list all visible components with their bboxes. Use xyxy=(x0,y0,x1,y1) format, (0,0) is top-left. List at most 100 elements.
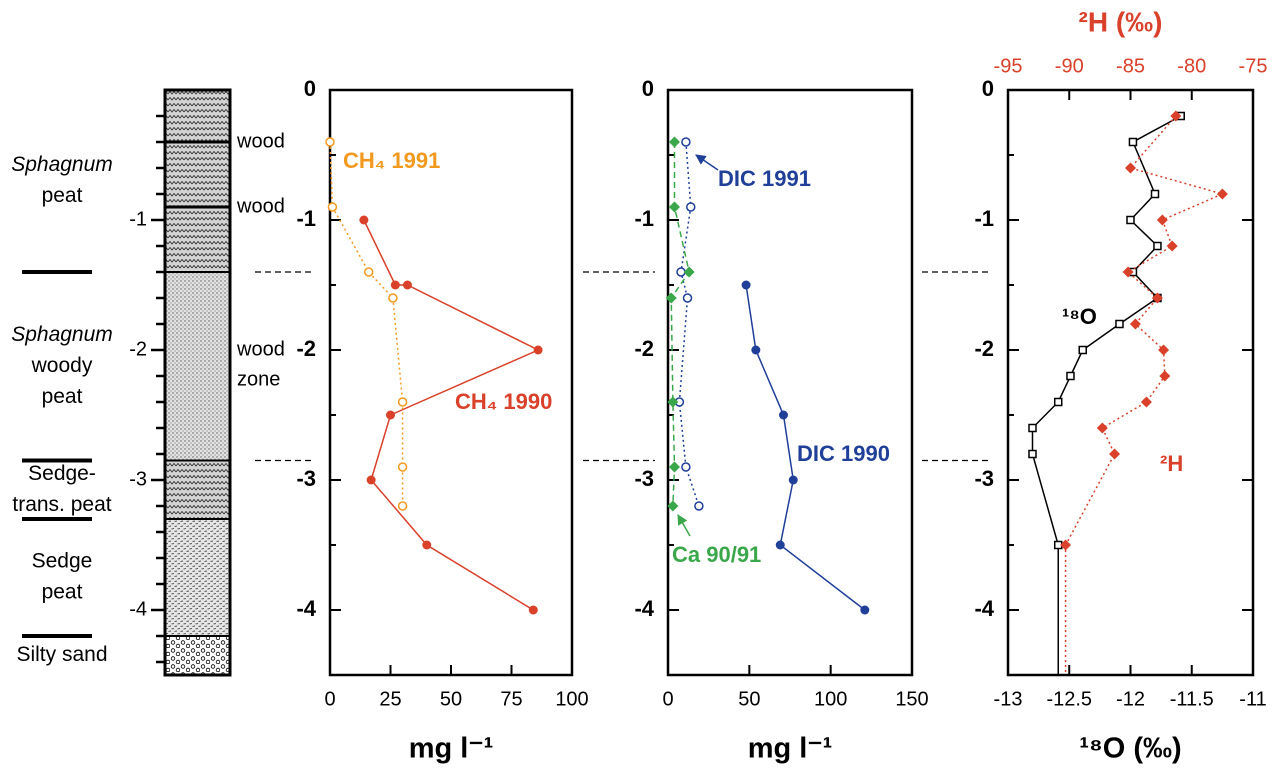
y-tick-label: -2 xyxy=(129,338,147,360)
arrow xyxy=(677,514,691,537)
x2-tick-label: -80 xyxy=(1177,55,1206,77)
point xyxy=(665,292,677,304)
x-axis-title: mg l⁻¹ xyxy=(409,733,494,765)
x-axis-title: ¹⁸O (‰) xyxy=(1079,733,1181,765)
point xyxy=(669,201,681,213)
x-tick-label: 75 xyxy=(500,688,522,710)
point xyxy=(1159,370,1171,382)
point xyxy=(682,293,693,303)
point xyxy=(386,410,395,420)
point xyxy=(683,266,695,278)
plot-frame xyxy=(328,88,574,677)
point xyxy=(533,345,543,355)
point xyxy=(1158,344,1170,356)
x-tick-label: 150 xyxy=(895,688,928,710)
point xyxy=(1060,539,1072,551)
y-tick-label: -2 xyxy=(974,336,994,361)
y-tick-label: -1 xyxy=(296,206,316,231)
point xyxy=(1028,423,1037,433)
point xyxy=(669,136,681,148)
point xyxy=(1078,345,1087,355)
series-line xyxy=(1064,115,1225,546)
x-tick-label: 25 xyxy=(379,688,401,710)
y-tick-label: -2 xyxy=(634,336,654,361)
point xyxy=(694,501,704,511)
y-tick-label: 0 xyxy=(642,76,654,101)
series-label: CH₄ 1991 xyxy=(343,148,440,173)
point xyxy=(686,202,696,212)
point xyxy=(667,396,679,408)
point xyxy=(528,605,538,615)
point xyxy=(860,605,870,615)
x2-tick-label: -90 xyxy=(1055,55,1084,77)
point xyxy=(775,540,785,550)
y-tick-label: -1 xyxy=(974,206,994,231)
series-label: CH₄ 1990 xyxy=(455,389,552,414)
series-line xyxy=(329,141,404,506)
point xyxy=(1156,214,1168,226)
layer xyxy=(164,89,231,273)
point xyxy=(778,410,788,420)
series-label: DIC 1990 xyxy=(797,441,890,466)
y-tick-label: -1 xyxy=(634,206,654,231)
column-border xyxy=(163,88,232,677)
point xyxy=(1126,215,1135,225)
series-line xyxy=(745,284,866,611)
annotation: wood xyxy=(236,195,285,217)
point xyxy=(1150,189,1160,199)
x-tick-label: -11 xyxy=(1239,688,1266,710)
x-tick-label: -12 xyxy=(1116,688,1145,710)
annotation: wood xyxy=(236,130,285,152)
x-tick-label: -11.5 xyxy=(1170,688,1214,710)
point xyxy=(741,280,751,290)
point xyxy=(388,293,398,303)
series-line xyxy=(678,141,700,507)
y-tick-label: -4 xyxy=(129,598,147,620)
point xyxy=(1151,292,1163,304)
annotation: zone xyxy=(237,368,280,390)
y-tick-label: -1 xyxy=(129,208,147,230)
point xyxy=(397,501,408,511)
point xyxy=(1166,240,1178,252)
annotation: wood xyxy=(236,338,285,360)
x-tick-label: -13 xyxy=(994,688,1023,710)
x-tick-label: -12.5 xyxy=(1046,688,1092,710)
series-label: ¹⁸O xyxy=(1062,304,1097,329)
point xyxy=(1140,396,1152,408)
x-tick-label: 100 xyxy=(814,688,847,710)
layer xyxy=(164,271,231,462)
y-tick-label: -3 xyxy=(634,466,654,491)
point xyxy=(1129,318,1141,330)
layer-label: peat xyxy=(42,184,83,207)
point xyxy=(390,280,400,290)
plot-frame xyxy=(1006,88,1255,677)
y-tick-label: -3 xyxy=(974,466,994,491)
point xyxy=(1128,137,1138,147)
point xyxy=(1066,371,1075,381)
layer xyxy=(164,459,231,520)
y-tick-label: 0 xyxy=(982,76,994,101)
point xyxy=(1122,266,1134,278)
layer-label: peat xyxy=(42,581,83,604)
arrow xyxy=(695,154,719,171)
layer xyxy=(164,518,231,637)
point xyxy=(366,475,376,485)
x-axis-title: mg l⁻¹ xyxy=(748,733,833,765)
point xyxy=(397,462,408,472)
y-tick-label: -4 xyxy=(634,596,654,621)
series-label: ²H xyxy=(1160,451,1183,476)
point xyxy=(681,137,691,147)
point xyxy=(1115,319,1124,329)
y-tick-label: -4 xyxy=(974,596,994,621)
plot-frame xyxy=(666,88,914,677)
point xyxy=(1028,449,1037,459)
point xyxy=(669,461,681,473)
point xyxy=(681,462,691,472)
point xyxy=(363,267,374,277)
point xyxy=(359,215,369,225)
point xyxy=(751,345,761,355)
x-tick-label: 0 xyxy=(324,688,335,710)
point xyxy=(327,202,338,212)
point xyxy=(397,397,408,407)
